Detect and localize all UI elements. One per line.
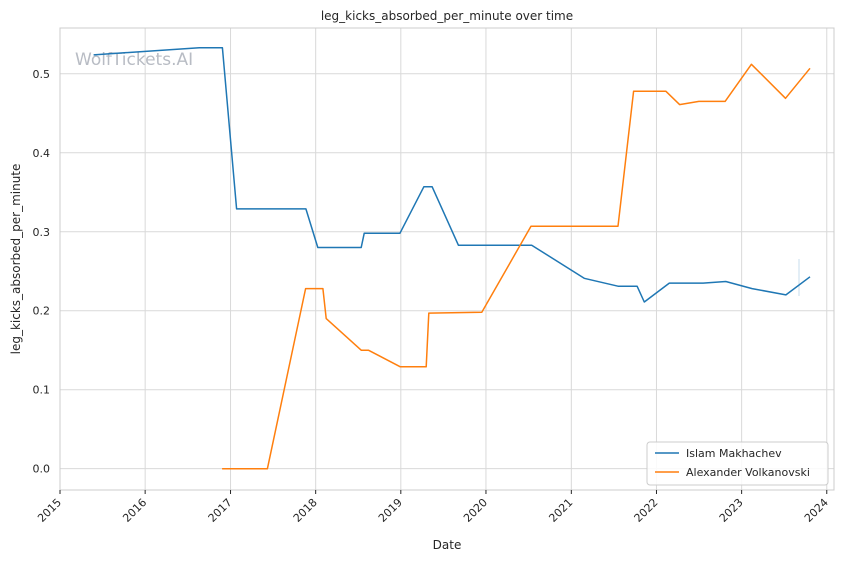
plot-area [59, 27, 835, 491]
y-tick-label: 0.2 [33, 305, 51, 318]
x-axis-title: Date [433, 538, 462, 552]
legend-label-1: Alexander Volkanovski [686, 466, 810, 479]
y-axis-title: leg_kicks_absorbed_per_minute [9, 164, 23, 355]
chart-title: leg_kicks_absorbed_per_minute over time [321, 9, 573, 23]
legend-box [646, 441, 829, 486]
y-tick-label: 0.3 [33, 226, 51, 239]
series-lines [93, 46, 811, 470]
series-line-1 [222, 63, 811, 470]
y-tick-label: 0.1 [33, 384, 51, 397]
watermark: WolfTickets.AI [75, 50, 193, 70]
y-tick-label: 0.0 [33, 463, 51, 476]
grid [59, 28, 834, 490]
legend-label-0: Islam Makhachev [686, 447, 782, 460]
y-tick-label: 0.5 [33, 68, 51, 81]
y-tick-label: 0.4 [33, 147, 51, 160]
series-line-0 [93, 46, 811, 303]
legend: Islam Makhachev Alexander Volkanovski [646, 441, 829, 486]
